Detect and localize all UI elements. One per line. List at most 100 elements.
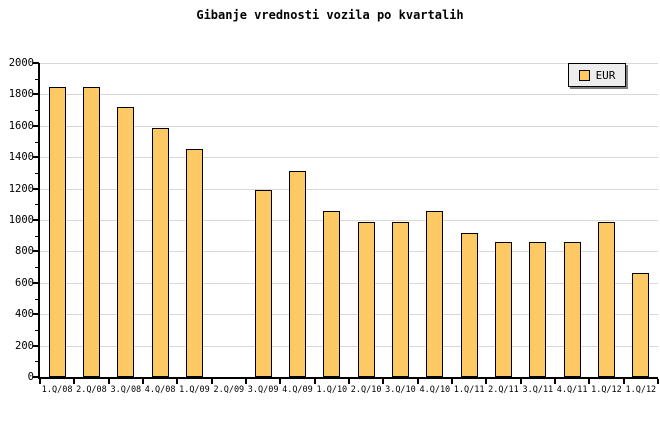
- y-tick-major: [33, 219, 39, 221]
- bar: [632, 273, 650, 377]
- bar: [254, 190, 272, 377]
- bar: [529, 242, 547, 377]
- y-axis-label: 1000: [8, 214, 34, 226]
- bar: [598, 221, 615, 377]
- x-tick: [142, 379, 144, 384]
- bar: [48, 87, 66, 377]
- y-tick-major: [33, 344, 39, 347]
- gridline: [40, 314, 658, 316]
- y-tick-minor: [35, 361, 39, 363]
- bar: [117, 107, 135, 377]
- gridline: [40, 345, 658, 347]
- y-tick-major: [33, 187, 39, 190]
- y-tick-major: [33, 93, 39, 96]
- x-axis-label: 1.Q/12: [625, 385, 657, 395]
- y-tick-major: [33, 281, 39, 284]
- x-tick: [107, 379, 110, 384]
- gridline: [40, 220, 658, 221]
- bar: [323, 211, 341, 377]
- gridline: [40, 282, 658, 284]
- plot-area: [38, 63, 658, 379]
- y-axis-label: 0: [27, 371, 34, 383]
- y-axis-label: 1400: [8, 151, 34, 164]
- x-tick: [588, 379, 591, 384]
- x-axis-label: 1.Q/11: [453, 385, 485, 395]
- legend-swatch-icon: [578, 69, 590, 81]
- legend-label: EUR: [595, 68, 616, 82]
- x-tick: [554, 379, 556, 384]
- y-tick-minor: [35, 172, 39, 174]
- x-axis-label: 3.Q/09: [247, 385, 279, 395]
- x-tick: [73, 379, 76, 384]
- gridline: [40, 188, 658, 190]
- gridline: [40, 157, 658, 159]
- x-tick: [210, 379, 213, 384]
- gridline: [40, 125, 658, 127]
- y-tick-minor: [35, 298, 39, 300]
- bar: [392, 221, 409, 377]
- x-axis-label: 1.Q/10: [316, 385, 348, 395]
- y-tick-major: [33, 313, 39, 316]
- x-axis-label: 4.Q/10: [419, 385, 451, 395]
- y-tick-major: [33, 376, 39, 378]
- x-tick: [451, 379, 453, 384]
- bar: [495, 242, 512, 377]
- gridline: [40, 251, 658, 253]
- x-tick: [657, 379, 659, 384]
- x-tick: [279, 379, 282, 384]
- y-tick-minor: [35, 235, 39, 237]
- y-tick-major: [33, 156, 39, 159]
- bar: [460, 232, 478, 377]
- y-axis-label: 400: [15, 308, 34, 321]
- bar: [357, 221, 375, 377]
- x-axis-label: 1.Q/08: [41, 385, 73, 395]
- y-axis-label: 1800: [8, 88, 34, 101]
- y-tick-minor: [35, 329, 39, 331]
- bar: [289, 170, 306, 377]
- x-tick: [416, 379, 419, 384]
- y-axis-label: 2000: [8, 57, 34, 69]
- x-tick: [348, 379, 350, 384]
- y-axis-label: 200: [15, 339, 34, 352]
- y-tick-minor: [35, 110, 39, 112]
- y-tick-minor: [35, 78, 39, 80]
- x-axis-label: 2.Q/10: [350, 385, 382, 395]
- x-axis-label: 2.Q/11: [488, 385, 519, 395]
- bar: [151, 128, 169, 377]
- x-axis-label: 3.Q/10: [385, 385, 416, 395]
- x-tick: [176, 379, 179, 384]
- y-tick-major: [33, 250, 39, 253]
- x-axis-label: 4.Q/09: [282, 385, 313, 395]
- x-tick: [519, 379, 522, 384]
- bar: [186, 149, 203, 377]
- x-axis-label: 1.Q/12: [591, 385, 622, 395]
- x-axis-label: 3.Q/08: [110, 385, 142, 395]
- y-axis-label: 600: [15, 276, 34, 289]
- y-tick-minor: [35, 204, 39, 206]
- bar: [83, 87, 100, 377]
- x-tick: [485, 379, 488, 384]
- x-tick: [622, 379, 625, 384]
- y-tick-major: [33, 62, 39, 64]
- y-axis-label: 1200: [8, 182, 34, 195]
- x-tick: [39, 379, 41, 384]
- x-axis-label: 3.Q/11: [522, 385, 554, 395]
- x-tick: [245, 379, 247, 384]
- chart-title: Gibanje vrednosti vozila po kvartalih: [196, 8, 464, 22]
- x-tick: [313, 379, 316, 384]
- y-tick-minor: [35, 141, 39, 143]
- x-axis-label: 2.Q/09: [213, 385, 245, 395]
- gridline: [40, 63, 658, 64]
- bar: [426, 211, 444, 377]
- bar: [563, 242, 581, 377]
- x-axis-label: 4.Q/08: [144, 385, 176, 395]
- y-tick-major: [33, 124, 39, 127]
- x-axis-label: 4.Q/11: [556, 385, 588, 395]
- x-tick: [382, 379, 385, 384]
- y-axis-label: 1600: [8, 119, 34, 132]
- x-axis-label: 2.Q/08: [76, 385, 107, 395]
- gridline: [40, 94, 658, 96]
- legend: EUR: [568, 63, 626, 87]
- y-axis-label: 800: [15, 245, 34, 258]
